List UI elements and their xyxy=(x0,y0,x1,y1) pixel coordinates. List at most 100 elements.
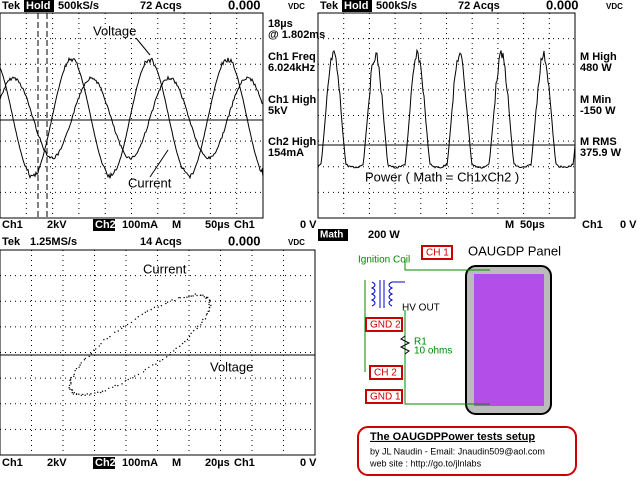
lissajous-dot xyxy=(69,388,71,390)
lissajous-dot xyxy=(94,392,96,394)
lissajous-dot xyxy=(79,364,81,366)
lissajous-dot xyxy=(121,383,123,385)
lissajous-dot xyxy=(169,353,171,356)
lissajous-dot xyxy=(114,384,116,387)
lissajous-dot xyxy=(112,386,114,388)
lissajous-dot xyxy=(89,394,91,396)
brand: Tek xyxy=(2,236,21,248)
readout: 6.024kHz xyxy=(268,62,316,74)
footer: Ch2 xyxy=(95,219,116,231)
lissajous-dot xyxy=(208,306,211,309)
lissajous-dot xyxy=(203,296,205,298)
footer: Ch1 xyxy=(234,457,255,469)
lissajous-dot xyxy=(179,345,181,348)
footer: M xyxy=(172,219,181,231)
scope-panel: Tek 1.25MS/s 14 Acqs 0.000 VDC Current V… xyxy=(2,233,317,469)
lissajous-dot xyxy=(69,379,71,382)
lissajous-dot xyxy=(148,366,150,369)
lissajous-dot xyxy=(99,391,102,394)
lissajous-dot xyxy=(82,393,84,396)
resistor xyxy=(399,335,411,355)
label-box xyxy=(421,245,453,260)
footer: 0 V xyxy=(620,219,637,231)
lissajous-dot xyxy=(150,308,152,311)
unit: VDC xyxy=(288,2,305,11)
footer: 100mA xyxy=(122,219,158,231)
wave-label: Current xyxy=(128,175,172,190)
lissajous-dot xyxy=(78,366,80,368)
footer: 50µs xyxy=(520,219,545,231)
lissajous-dot xyxy=(134,318,137,320)
lissajous-dot xyxy=(114,331,116,334)
hold-box xyxy=(24,0,54,12)
lissajous-dot xyxy=(101,390,104,392)
lissajous-dot xyxy=(70,381,72,384)
unit: VDC xyxy=(288,238,305,247)
gnd1: GND 1 xyxy=(370,392,401,403)
lissajous-dot xyxy=(194,293,197,295)
footer: M xyxy=(505,219,514,231)
footer: Ch2 xyxy=(95,457,116,469)
lissajous-dot xyxy=(106,337,108,340)
pointer xyxy=(149,149,169,178)
caption-title: The OAUGDPPower tests setup xyxy=(370,431,535,443)
caption-author: by JL Naudin - Email: Jnaudin509@aol.com xyxy=(370,446,545,456)
lissajous-dot xyxy=(141,313,143,316)
mode: Hold xyxy=(344,0,368,12)
footer: 20µs xyxy=(205,457,230,469)
footer: Ch1 xyxy=(2,219,23,231)
lissajous-dot xyxy=(179,297,181,299)
current-trace xyxy=(0,75,264,161)
lissajous-dot xyxy=(117,330,119,332)
lissajous-dot xyxy=(73,375,75,378)
label-box xyxy=(369,365,403,380)
pointer xyxy=(135,37,151,56)
caption-website: web site : http://go.to/jlnlabs xyxy=(369,458,482,468)
lissajous-dot xyxy=(166,301,169,303)
rate: 500kS/s xyxy=(376,0,417,12)
lissajous-dot xyxy=(98,345,101,347)
lissajous-dot xyxy=(75,367,78,370)
lissajous-dot xyxy=(202,294,204,296)
lissajous-dot xyxy=(132,377,134,379)
lissajous-dot xyxy=(208,303,210,306)
lissajous-dot xyxy=(188,335,191,338)
lissajous-dot xyxy=(206,312,208,315)
lissajous-dot xyxy=(126,323,129,326)
lissajous-dot xyxy=(72,393,75,395)
lissajous-dot xyxy=(178,296,180,299)
coil-label: Ignition Coil xyxy=(358,255,410,266)
lissajous-dot xyxy=(90,393,92,395)
rate: 1.25MS/s xyxy=(30,236,77,248)
reading: 0.000 xyxy=(546,0,579,12)
lissajous-dot xyxy=(130,321,133,324)
readout: -150 W xyxy=(580,105,616,117)
lissajous-dot xyxy=(165,302,167,305)
ch1: CH 1 xyxy=(426,248,449,259)
readout: 154mA xyxy=(268,147,304,159)
lissajous-dot xyxy=(206,296,209,299)
lissajous-dot xyxy=(208,301,210,304)
footer: 100mA xyxy=(122,457,158,469)
readout: 18µs xyxy=(268,18,293,30)
lissajous-dot xyxy=(142,371,145,373)
ch2-box xyxy=(93,457,115,469)
lissajous-dot xyxy=(190,295,192,297)
hv-out: HV OUT xyxy=(402,303,440,314)
label-box xyxy=(365,317,403,332)
readout: Ch1 Freq xyxy=(268,51,316,63)
lissajous-dot xyxy=(196,327,198,330)
lissajous-dot xyxy=(205,314,208,316)
lissajous-dot xyxy=(208,310,210,312)
readout: @ 1.802ms xyxy=(268,29,325,41)
lissajous-dot xyxy=(124,380,127,382)
acqs: 72 Acqs xyxy=(458,0,500,12)
lissajous-dot xyxy=(196,325,199,327)
lissajous-dot xyxy=(173,350,175,352)
panel-plasma xyxy=(474,274,544,406)
wire xyxy=(404,259,490,271)
lissajous-dot xyxy=(95,348,97,350)
footer: 2kV xyxy=(47,457,67,469)
lissajous-dot xyxy=(159,360,161,362)
